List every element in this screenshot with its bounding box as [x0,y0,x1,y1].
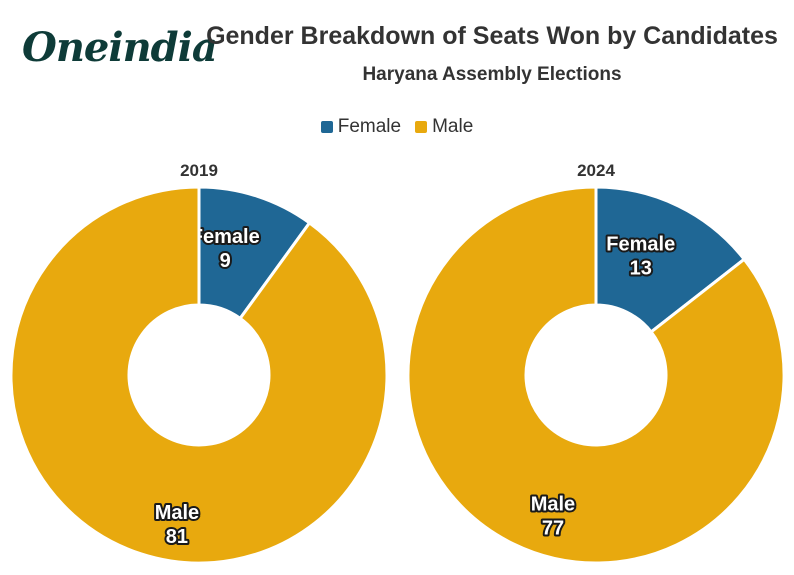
legend-item-female[interactable]: Female [320,116,402,138]
legend-label-male: Male [432,116,474,137]
slice-label-male: Male 77 [531,494,575,540]
legend-swatch-male [415,121,428,133]
legend-item-male[interactable]: Male [415,116,473,138]
legend-label-female: Female [337,116,402,137]
chart-year-label: 2024 [577,161,615,180]
oneindia-logo: Oneindia [22,24,218,71]
slice-label-female: Female 9 [191,226,260,272]
chart-title: Gender Breakdown of Seats Won by Candida… [206,22,778,50]
slice-male-2019[interactable] [9,185,389,565]
chart-subtitle: Haryana Assembly Elections [362,64,622,85]
slice-male-2024[interactable] [406,185,786,565]
chart-year-label: 2019 [180,161,218,180]
slice-label-male: Male 81 [155,502,199,548]
slice-label-female: Female 13 [606,233,675,279]
legend: Female Male [0,116,794,138]
slice-female-2024[interactable] [594,185,747,335]
donut-chart-2019: 2019 Female 9 Male 81 [9,161,389,565]
legend-swatch-female [320,121,333,133]
donut-chart-2024: 2024 Female 13 Male 77 [406,161,786,565]
